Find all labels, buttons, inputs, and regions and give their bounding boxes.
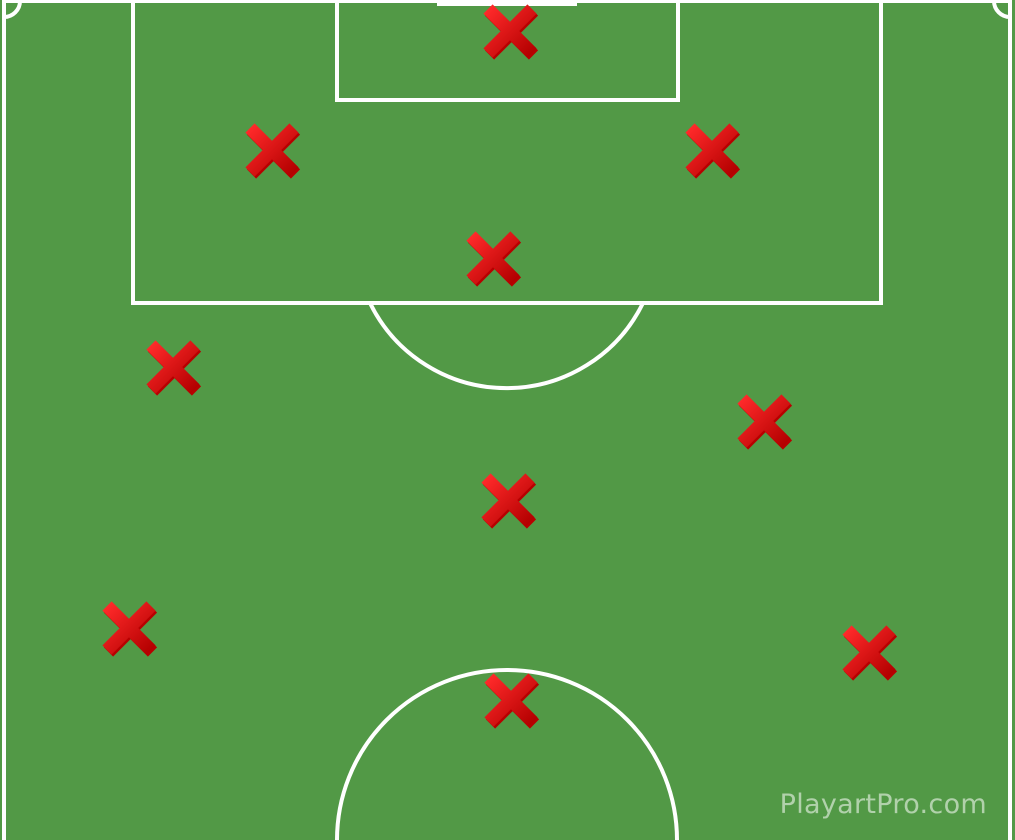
corner-arc-left [3,0,22,19]
center-circle [335,668,679,840]
goal-area [335,0,680,102]
x-marker-icon [102,601,158,657]
x-marker-icon [481,473,537,529]
x-marker-icon [685,123,741,179]
penalty-arc [368,302,645,391]
players-layer [102,4,898,729]
x-marker-icon [245,123,301,179]
x-marker-icon [146,340,202,396]
goal [437,0,577,6]
penalty-area [131,0,883,305]
x-marker-icon [737,394,793,450]
x-marker-icon [484,673,540,729]
x-marker-icon [842,625,898,681]
x-marker-icon [466,231,522,287]
watermark-text: PlayartPro.com [779,789,987,820]
x-marker-icon [483,4,539,60]
corner-arc-right [992,0,1011,19]
